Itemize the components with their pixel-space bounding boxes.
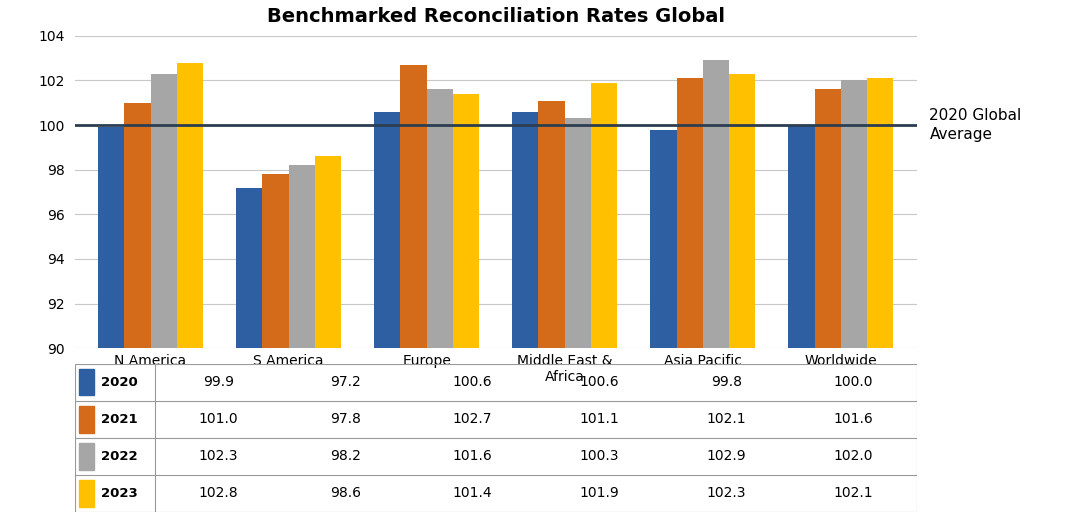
Bar (79, 443, 94, 470)
Bar (426, 90, 453, 348)
Bar (538, 100, 565, 348)
Bar (401, 65, 426, 348)
Text: 2023: 2023 (100, 487, 138, 500)
Bar (702, 60, 729, 348)
Text: 102.8: 102.8 (198, 486, 238, 500)
Text: 101.0: 101.0 (198, 412, 238, 426)
Text: 2021: 2021 (100, 413, 138, 425)
Bar (79, 480, 94, 507)
Text: 102.7: 102.7 (452, 412, 491, 426)
Text: 101.4: 101.4 (452, 486, 492, 500)
Bar (453, 94, 479, 348)
Text: 98.6: 98.6 (329, 486, 360, 500)
Title: Benchmarked Reconciliation Rates Global: Benchmarked Reconciliation Rates Global (266, 7, 725, 26)
Bar (262, 174, 289, 348)
Text: 2022: 2022 (100, 450, 138, 463)
Bar (841, 80, 867, 348)
Text: 100.6: 100.6 (580, 375, 619, 389)
Text: 101.6: 101.6 (834, 412, 873, 426)
Text: 102.1: 102.1 (834, 486, 873, 500)
Text: 102.3: 102.3 (198, 450, 238, 463)
Bar (677, 78, 702, 348)
Text: 102.0: 102.0 (834, 450, 873, 463)
Bar (150, 74, 177, 348)
Bar (289, 165, 314, 348)
Text: 99.9: 99.9 (203, 375, 233, 389)
Bar (867, 78, 893, 348)
Text: 102.3: 102.3 (707, 486, 746, 500)
Text: 2020 Global
Average: 2020 Global Average (930, 108, 1021, 142)
Text: 97.2: 97.2 (329, 375, 360, 389)
Bar (79, 406, 94, 433)
Text: 101.9: 101.9 (579, 486, 619, 500)
Text: 101.6: 101.6 (452, 450, 492, 463)
Bar (814, 90, 841, 348)
Text: 100.3: 100.3 (580, 450, 619, 463)
Text: 102.9: 102.9 (707, 450, 746, 463)
Bar (650, 130, 677, 348)
Bar (565, 118, 591, 348)
Text: 101.1: 101.1 (579, 412, 619, 426)
Bar (591, 83, 617, 348)
Text: 102.1: 102.1 (707, 412, 746, 426)
Text: 98.2: 98.2 (329, 450, 360, 463)
Bar (79, 369, 94, 395)
Bar (729, 74, 755, 348)
Text: 2020: 2020 (100, 376, 138, 389)
Bar (374, 112, 401, 348)
Bar (789, 125, 814, 348)
Text: 100.6: 100.6 (452, 375, 492, 389)
Bar (98, 127, 125, 348)
Text: 97.8: 97.8 (329, 412, 360, 426)
Bar (125, 103, 150, 348)
Bar (314, 156, 341, 348)
Text: 100.0: 100.0 (834, 375, 873, 389)
Text: 99.8: 99.8 (711, 375, 742, 389)
Bar (513, 112, 538, 348)
Bar (177, 62, 203, 348)
Bar (237, 187, 262, 348)
